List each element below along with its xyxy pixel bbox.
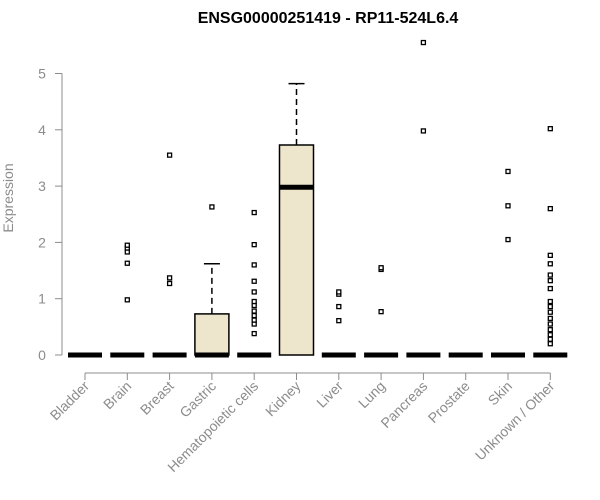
box-breast <box>152 152 187 358</box>
box-pancreas <box>406 39 441 358</box>
outlier-point <box>251 278 257 284</box>
x-tick-label: Brain <box>100 378 134 412</box>
outlier-point <box>166 152 173 158</box>
outlier-point <box>251 330 257 337</box>
outlier-point <box>547 309 553 315</box>
y-tick-label: 2 <box>38 234 46 250</box>
outlier-point <box>547 285 553 292</box>
outlier-point <box>336 318 342 324</box>
outlier-point <box>420 39 427 46</box>
outlier-point <box>336 289 342 295</box>
outlier-point <box>505 236 511 243</box>
x-tick-label: Unknown / Other <box>472 378 558 464</box>
outlier-point <box>251 242 257 248</box>
box-hematopoietic-cells <box>237 209 272 358</box>
outlier-point <box>547 298 553 305</box>
outlier-point <box>166 280 173 287</box>
outlier-point <box>547 261 553 267</box>
outlier-point <box>166 275 173 281</box>
y-tick-label: 4 <box>38 122 46 138</box>
outlier-point <box>251 317 257 323</box>
x-tick-label: Prostate <box>425 378 473 426</box>
outlier-point <box>124 242 130 248</box>
outlier-point <box>209 204 215 210</box>
x-tick-label: Skin <box>485 378 516 409</box>
chart-title: ENSG00000251419 - RP11-524L6.4 <box>198 10 459 27</box>
y-axis: 0 1 2 3 4 5 <box>38 66 63 363</box>
outlier-point <box>547 327 553 333</box>
box-lung <box>364 265 399 358</box>
outlier-point <box>420 128 427 134</box>
box-liver <box>321 289 356 358</box>
x-tick-label: Breast <box>137 378 177 418</box>
x-tick-label: Lung <box>355 378 388 411</box>
outlier-point <box>547 336 553 342</box>
x-tick-label: Kidney <box>262 378 304 420</box>
x-tick-label: Bladder <box>47 378 93 424</box>
box-gastric <box>194 204 230 358</box>
y-axis-label: Expression <box>0 163 16 232</box>
x-tick-label: Pancreas <box>377 378 430 431</box>
outlier-point <box>505 203 511 209</box>
box-skin <box>491 168 525 358</box>
y-tick-label: 1 <box>38 291 46 307</box>
y-tick-label: 0 <box>38 347 46 363</box>
outlier-point <box>547 315 553 322</box>
outlier-point <box>251 209 257 216</box>
outlier-point <box>378 265 384 271</box>
box-unknown-other <box>533 126 568 358</box>
box-brain <box>110 242 145 358</box>
outlier-point <box>124 260 130 266</box>
box-rect <box>278 144 315 356</box>
outlier-point <box>547 205 553 212</box>
outlier-point <box>505 168 511 175</box>
outlier-point <box>251 312 257 319</box>
outlier-point <box>124 297 130 303</box>
box-series <box>68 39 568 358</box>
outlier-point <box>547 252 553 258</box>
outlier-point <box>251 262 257 268</box>
outlier-point <box>547 332 553 338</box>
outlier-point <box>547 272 553 278</box>
outlier-point <box>547 303 553 310</box>
y-tick-label: 3 <box>38 178 46 194</box>
box-rect <box>194 313 230 356</box>
outlier-point <box>547 341 553 347</box>
x-tick-label: Liver <box>313 378 346 411</box>
outlier-point <box>251 298 257 305</box>
outlier-point <box>547 126 553 132</box>
outlier-point <box>336 303 342 310</box>
box-kidney <box>278 82 315 356</box>
outlier-point <box>547 321 553 327</box>
outlier-point <box>547 278 553 284</box>
outlier-point <box>251 289 257 295</box>
outlier-point <box>251 308 257 314</box>
outlier-point <box>378 308 384 315</box>
y-tick-label: 5 <box>38 66 46 82</box>
